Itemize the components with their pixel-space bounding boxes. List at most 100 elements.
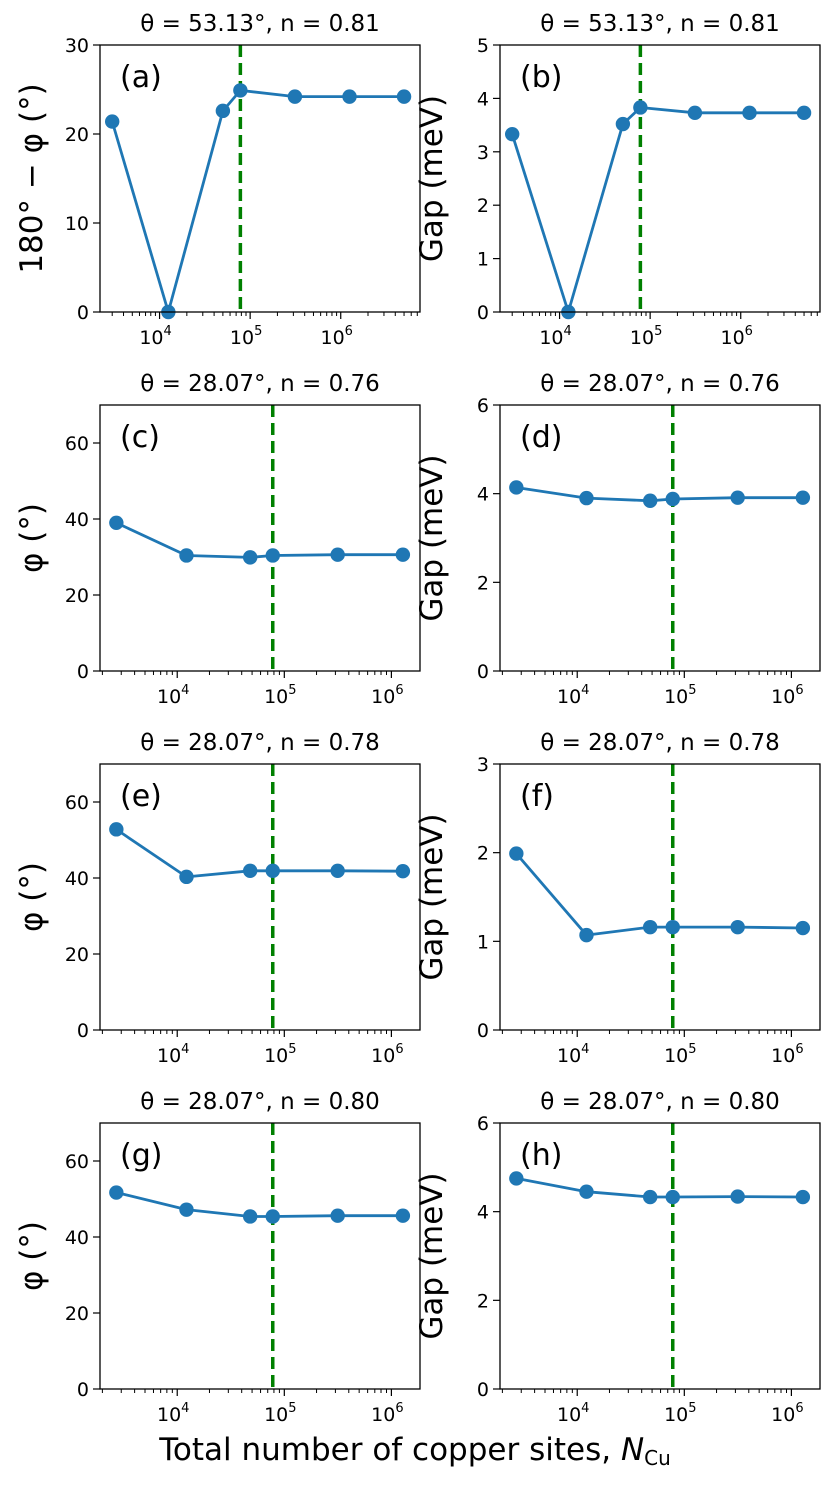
data-point [742,105,757,121]
x-tick-label: 105 [264,683,296,708]
y-tick-label: 6 [477,1113,489,1135]
figure-x-axis-label: Total number of copper sites, NCu [0,1432,830,1470]
data-point [395,1208,411,1223]
data-point [579,490,594,506]
y-tick-label: 0 [477,661,489,683]
chart-title: θ = 28.07°, n = 0.76 [140,371,380,397]
chart-title: θ = 28.07°, n = 0.80 [540,1089,780,1115]
x-tick-label: 106 [720,324,752,349]
y-tick-label: 0 [77,1020,89,1042]
x-tick-label: 106 [371,1042,403,1067]
y-tick-label: 0 [477,1379,489,1401]
series-line [516,1177,803,1199]
x-tick-label: 106 [771,683,803,708]
axes-frame [99,404,421,672]
y-tick-label: 2 [477,195,489,217]
y-tick-label: 3 [477,754,489,776]
axes-frame [499,404,821,672]
y-tick-label: 0 [477,302,489,324]
data-point [642,919,658,935]
panel-label: (e) [120,779,162,814]
y-tick-label: 60 [65,792,89,814]
data-point [795,1189,811,1205]
data-point [215,103,231,119]
axes-frame [499,763,821,1031]
axes-frame [99,44,421,313]
series-line [516,486,803,503]
data-point [330,547,345,562]
chart-panel-f: 104 105 106 0 1 2 3 θ = 28.07°, n = 0.78 (f) Gap … [414,730,821,1067]
data-point [642,493,658,508]
x-tick-label: 105 [630,324,662,349]
x-tick-label: 104 [557,1401,589,1426]
data-point [109,515,124,530]
y-tick-label: 1 [477,249,489,271]
data-point [242,1209,258,1224]
y-tick-label: 10 [65,213,89,235]
x-tick-label: 104 [557,1042,589,1067]
chart-title: θ = 28.07°, n = 0.78 [140,730,380,756]
data-point [179,869,194,885]
y-tick-label: 5 [477,35,489,57]
data-point [242,550,258,565]
y-tick-label: 20 [65,124,89,146]
data-point [509,846,524,861]
axes-frame [99,763,421,1031]
y-tick-label: 6 [477,395,489,417]
x-axis-label-text: Total number of copper sites, [159,1432,621,1468]
data-point [395,863,411,879]
y-axis-label: Gap (meV) [414,95,450,262]
y-tick-label: 4 [477,484,489,506]
axes-frame [99,1122,421,1390]
y-tick-label: 20 [65,944,89,966]
y-tick-label: 40 [65,868,89,890]
series-line [115,1191,403,1218]
panel-label: (g) [120,1138,162,1173]
data-point [265,1209,280,1224]
x-tick-label: 106 [771,1401,803,1426]
data-point [396,89,412,104]
y-axis-label: Gap (meV) [414,813,450,980]
chart-panel-g: 104 105 106 0 20 40 60 θ = 28.07°, n = 0.80 (g) φ… [14,1089,421,1426]
y-tick-label: 0 [77,1379,89,1401]
series-line [115,828,403,879]
series-line [510,106,804,314]
data-point [342,89,357,104]
y-tick-label: 4 [477,1202,489,1224]
panel-label: (d) [520,420,562,455]
y-tick-label: 4 [477,88,489,110]
chart-panel-e: 104 105 106 0 20 40 60 θ = 28.07°, n = 0.78 (e) φ… [14,730,421,1067]
y-tick-label: 2 [477,1290,489,1312]
y-tick-label: 40 [65,1227,89,1249]
x-tick-label: 104 [157,1401,189,1426]
x-tick-label: 105 [264,1401,296,1426]
data-point [287,89,303,104]
y-tick-label: 3 [477,142,489,164]
x-tick-label: 106 [371,1401,403,1426]
axes-frame [499,44,821,313]
y-axis-label: φ (°) [14,1221,50,1291]
data-point [505,126,520,142]
data-point [687,105,703,121]
data-point [509,480,524,495]
data-point [665,919,680,935]
data-point [395,547,411,562]
x-tick-label: 104 [139,324,171,349]
data-point [509,1171,524,1186]
chart-title: θ = 53.13°, n = 0.81 [540,11,780,37]
panel-label: (h) [520,1138,562,1173]
panel-label: (b) [520,60,562,95]
y-tick-label: 30 [65,35,89,57]
data-point [796,105,812,121]
chart-panel-b: 104 105 106 0 1 2 3 4 5 θ = 53.13°, n = 0.81 (b) Ga… [414,11,821,349]
data-point [579,1184,594,1199]
y-tick-label: 0 [77,302,89,324]
data-point [730,490,745,505]
x-tick-label: 104 [157,1042,189,1067]
y-tick-label: 60 [65,1151,89,1173]
data-point [642,1189,658,1205]
chart-title: θ = 53.13°, n = 0.81 [140,11,380,37]
panel-label: (f) [520,779,554,814]
series-line [115,521,403,559]
data-point [730,919,745,935]
